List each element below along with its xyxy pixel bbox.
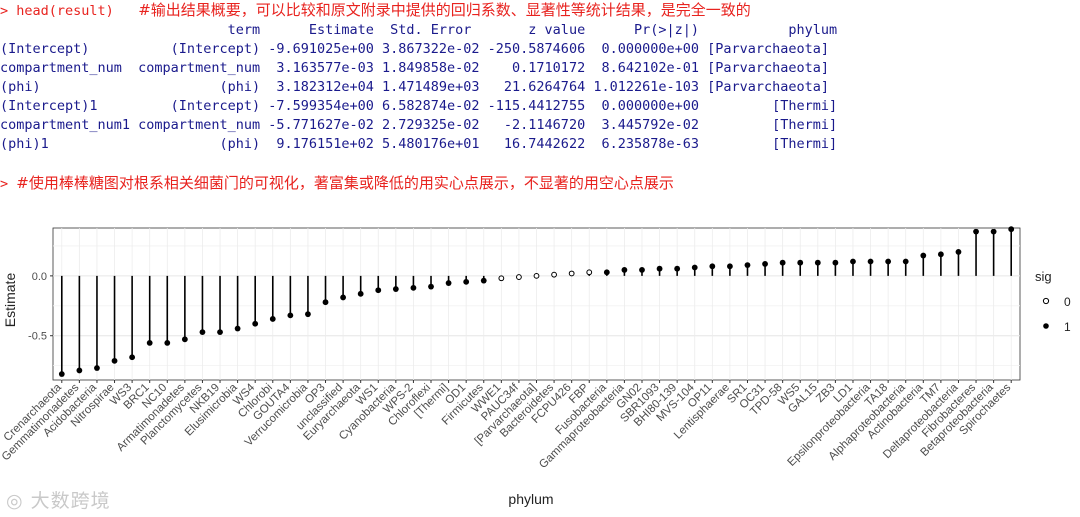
lollipop-point-solid [850,258,856,265]
lollipop-point-hollow [533,272,540,279]
result-table-row: (phi) (phi) 3.182312e+04 1.471489e+03 21… [0,79,830,95]
lollipop-point-solid [727,263,733,270]
lollipop-point-solid [217,329,223,336]
lollipop-point-hollow [586,269,593,276]
lollipop-point-solid [674,265,681,272]
lollipop-point-solid [146,339,153,346]
lollipop-point-solid [621,266,628,273]
lollipop-point-solid [94,365,100,371]
x-axis: CrenarchaeotaGemmatimonadetesAcidobacter… [0,380,1014,471]
watermark-logo: ◎ 大数跨境 [6,490,111,512]
watermark-text: 大数跨境 [30,490,111,512]
lollipop-point-solid [111,357,118,364]
legend-key-solid [1043,323,1049,329]
console-command: > [0,176,9,192]
lollipop-point-solid [375,287,382,294]
lollipop-point-solid [762,261,768,267]
lollipop-point-solid [744,262,751,269]
lollipop-point-solid [322,299,329,306]
console-prompt-line: > head(result) #输出结果概要，可以比较和原文附录中提供的回归系数… [0,2,751,19]
x-axis-title: phylum [508,491,553,507]
lollipop-point-solid [463,278,470,285]
lollipop-point-solid [955,249,962,255]
lollipop-point-solid [392,286,399,292]
lollipop-point-solid [410,284,417,291]
console-prompt-line: > #使用棒棒糖图对根系相关细菌门的可视化，著富集或降低的用实心点展示，不显著的… [0,175,674,192]
y-axis-title: Estimate [2,273,18,328]
lollipop-point-solid [305,311,311,318]
lollipop-point-solid [287,312,294,319]
lollipop-point-solid [990,228,997,235]
console-command: > head(result) [0,3,114,19]
lollipop-point-solid [885,258,892,265]
legend-label: 0 [1064,295,1071,309]
lollipop-point-solid [920,252,927,259]
console-comment: #使用棒棒糖图对根系相关细菌门的可视化，著富集或降低的用实心点展示，不显著的用空… [16,174,674,192]
lollipop-point-hollow [551,271,557,278]
result-table-row: (Intercept)1 (Intercept) -7.599354e+00 6… [0,98,838,114]
lollipop-point-solid [656,265,663,272]
lollipop-point-solid [269,316,276,322]
lollipop-point-solid [252,320,259,327]
chart-marks [58,226,1015,377]
lollipop-point-hollow [498,275,505,282]
lollipop-point-solid [603,269,610,276]
lollipop-point-hollow [568,270,575,277]
lollipop-point-solid [164,339,171,346]
lollipop-point-solid [234,325,241,332]
result-table-row: compartment_num compartment_num 3.163577… [0,60,830,76]
lollipop-point-solid [181,336,188,343]
legend-key-hollow [1042,297,1050,305]
lollipop-point-solid [428,283,434,290]
lollipop-point-solid [340,294,346,301]
lollipop-point-solid [973,228,979,235]
legend-label: 1 [1064,320,1071,334]
lollipop-point-solid [199,329,206,336]
lollipop-point-solid [902,258,909,265]
y-tick-label: 0.0 [32,271,47,283]
lollipop-point-solid [357,290,364,297]
console-comment: #输出结果概要，可以比较和原文附录中提供的回归系数、显著性等统计结果，是完全一致… [138,1,751,19]
legend: sig 0 1 [1035,269,1071,334]
lollipop-point-solid [1008,226,1015,233]
lollipop-point-hollow [516,274,522,280]
lollipop-point-solid [129,354,136,361]
lollipop-point-solid [445,280,452,286]
result-table-row: compartment_num1 compartment_num -5.7716… [0,117,838,133]
grid-lines [53,228,1020,380]
lollipop-point-solid [639,266,645,273]
lollipop-point-solid [58,371,65,377]
y-axis: -0.5 0.0 [28,271,53,343]
result-table-row: (Intercept) (Intercept) -9.691025e+00 3.… [0,41,830,57]
lollipop-point-solid [76,367,83,374]
lollipop-point-solid [832,259,839,266]
result-table-row: (phi)1 (phi) 9.176151e+02 5.480176e+01 1… [0,136,838,152]
lollipop-point-solid [691,264,698,271]
lollipop-point-solid [867,258,874,265]
lollipop-point-solid [814,259,821,266]
legend-title: sig [1035,269,1052,284]
y-tick-label: -0.5 [28,331,47,343]
lollipop-point-solid [937,251,944,258]
lollipop-point-solid [480,277,487,284]
lollipop-point-solid [779,259,786,266]
lollipop-point-solid [797,259,804,266]
lollipop-point-solid [709,263,716,270]
result-table-header: term Estimate Std. Error z value Pr(>|z|… [0,22,838,38]
